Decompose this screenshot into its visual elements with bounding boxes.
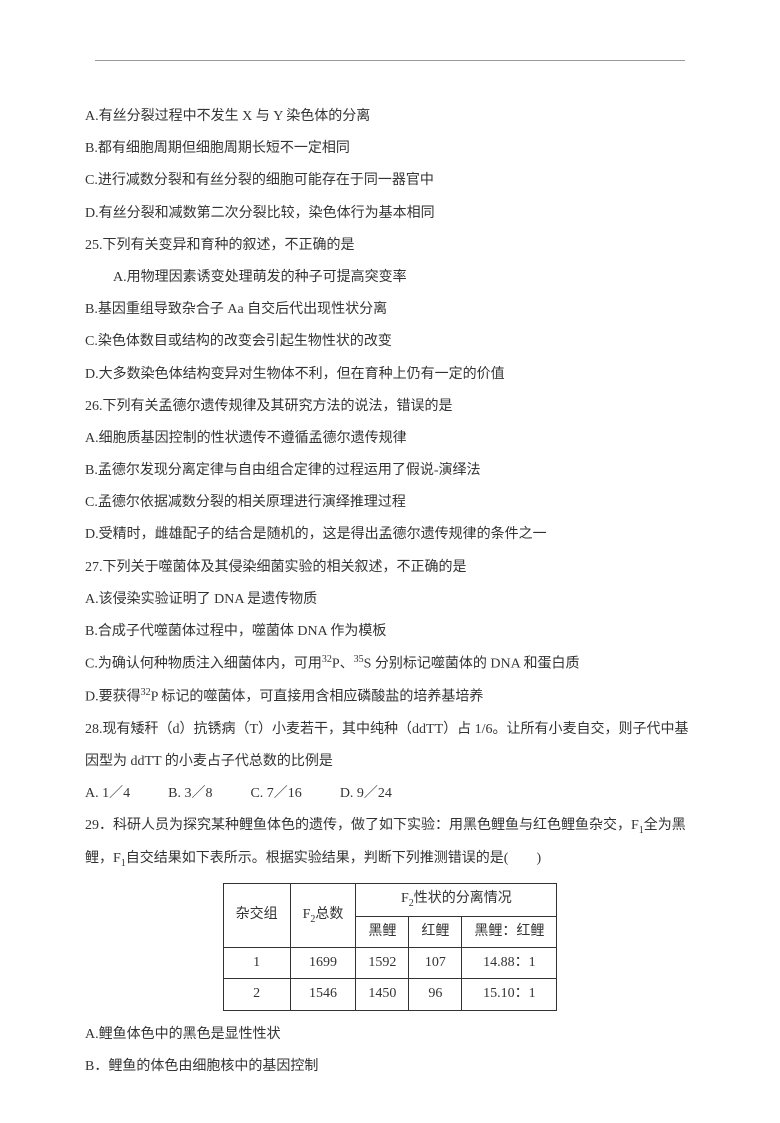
q28-options: A. 1／4 B. 3／8 C. 7／16 D. 9／24: [85, 778, 695, 810]
q25-option-a: A.用物理因素诱变处理萌发的种子可提高突变率: [85, 262, 695, 294]
cell: 1546: [290, 979, 356, 1010]
q24-option-b: B.都有细胞周期但细胞周期长短不一定相同: [85, 133, 695, 165]
horizontal-rule: [95, 60, 685, 61]
q25-option-b: B.基因重组导致杂合子 Aa 自交后代出现性状分离: [85, 294, 695, 326]
q28-option-b: B. 3／8: [168, 778, 212, 810]
h3-post: 性状的分离情况: [414, 891, 512, 906]
q29-option-b: B．鲤鱼的体色由细胞核中的基因控制: [85, 1051, 695, 1083]
cell: 2: [223, 979, 290, 1010]
col-f2-total: F2总数: [290, 883, 356, 947]
isotope-35: 35: [354, 654, 364, 665]
q27-c-text-s: S 分别标记噬菌体的 DNA 和蛋白质: [364, 657, 580, 672]
cell: 1592: [356, 948, 409, 979]
cell: 15.10：1: [462, 979, 557, 1010]
q27-option-d: D.要获得32P 标记的噬菌体，可直接用含相应磷酸盐的培养基培养: [85, 681, 695, 714]
q28-option-a: A. 1／4: [85, 778, 130, 810]
cell: 1: [223, 948, 290, 979]
q28-option-c: C. 7／16: [250, 778, 301, 810]
q27-stem: 27.下列关于噬菌体及其侵染细菌实验的相关叙述，不正确的是: [85, 552, 695, 584]
q27-d-text-pre: D.要获得: [85, 690, 141, 705]
q27-option-c: C.为确认何种物质注入细菌体内，可用32P、35S 分别标记噬菌体的 DNA 和…: [85, 648, 695, 681]
q29-option-a: A.鲤鱼体色中的黑色是显性性状: [85, 1019, 695, 1051]
q26-stem: 26.下列有关孟德尔遗传规律及其研究方法的说法，错误的是: [85, 391, 695, 423]
q29-stem: 29．科研人员为探究某种鲤鱼体色的遗传，做了如下实验：用黑色鲤鱼与红色鲤鱼杂交，…: [85, 810, 695, 874]
q27-d-text-post: P 标记的噬菌体，可直接用含相应磷酸盐的培养基培养: [151, 690, 484, 705]
h2-post: 总数: [315, 907, 343, 922]
q24-option-d: D.有丝分裂和减数第二次分裂比较，染色体行为基本相同: [85, 198, 695, 230]
col-ratio: 黑鲤：红鲤: [462, 916, 557, 947]
q25-stem: 25.下列有关变异和育种的叙述，不正确的是: [85, 230, 695, 262]
q28-option-d: D. 9／24: [340, 778, 392, 810]
col-black: 黑鲤: [356, 916, 409, 947]
q26-option-b: B.孟德尔发现分离定律与自由组合定律的过程运用了假说-演绎法: [85, 455, 695, 487]
isotope-32: 32: [141, 687, 151, 698]
col-f2-traits: F2性状的分离情况: [356, 883, 557, 916]
cell: 96: [409, 979, 462, 1010]
q29-stem-p1: 29．科研人员为探究某种鲤鱼体色的遗传，做了如下实验：用黑色鲤鱼与红色鲤鱼杂交，…: [85, 818, 639, 833]
q26-option-c: C.孟德尔依据减数分裂的相关原理进行演绎推理过程: [85, 487, 695, 519]
q27-c-text-p: P、: [332, 657, 354, 672]
cell: 1699: [290, 948, 356, 979]
table-row: 2 1546 1450 96 15.10：1: [223, 979, 557, 1010]
q28-stem: 28.现有矮秆（d）抗锈病（T）小麦若干，其中纯种（ddTT）占 1/6。让所有…: [85, 714, 695, 778]
cell: 107: [409, 948, 462, 979]
q26-option-d: D.受精时，雌雄配子的结合是随机的，这是得出孟德尔遗传规律的条件之一: [85, 519, 695, 551]
q24-option-c: C.进行减数分裂和有丝分裂的细胞可能存在于同一器官中: [85, 165, 695, 197]
q27-option-a: A.该侵染实验证明了 DNA 是遗传物质: [85, 584, 695, 616]
q25-option-d: D.大多数染色体结构变异对生物体不利，但在育种上仍有一定的价值: [85, 359, 695, 391]
q27-c-text-pre: C.为确认何种物质注入细菌体内，可用: [85, 657, 322, 672]
q25-option-c: C.染色体数目或结构的改变会引起生物性状的改变: [85, 326, 695, 358]
cell: 14.88：1: [462, 948, 557, 979]
table-header-row: 杂交组 F2总数 F2性状的分离情况: [223, 883, 557, 916]
col-red: 红鲤: [409, 916, 462, 947]
q29-stem-p3: 自交结果如下表所示。根据实验结果，判断下列推测错误的是( ): [126, 851, 541, 866]
q24-option-a: A.有丝分裂过程中不发生 X 与 Y 染色体的分离: [85, 101, 695, 133]
cell: 1450: [356, 979, 409, 1010]
col-cross-group: 杂交组: [223, 883, 290, 947]
h3-pre: F: [401, 891, 409, 906]
q26-option-a: A.细胞质基因控制的性状遗传不遵循孟德尔遗传规律: [85, 423, 695, 455]
q27-option-b: B.合成子代噬菌体过程中，噬菌体 DNA 作为模板: [85, 616, 695, 648]
q29-table: 杂交组 F2总数 F2性状的分离情况 黑鲤 红鲤 黑鲤：红鲤 1 1699 15…: [223, 883, 558, 1011]
isotope-32: 32: [322, 654, 332, 665]
table-row: 1 1699 1592 107 14.88：1: [223, 948, 557, 979]
